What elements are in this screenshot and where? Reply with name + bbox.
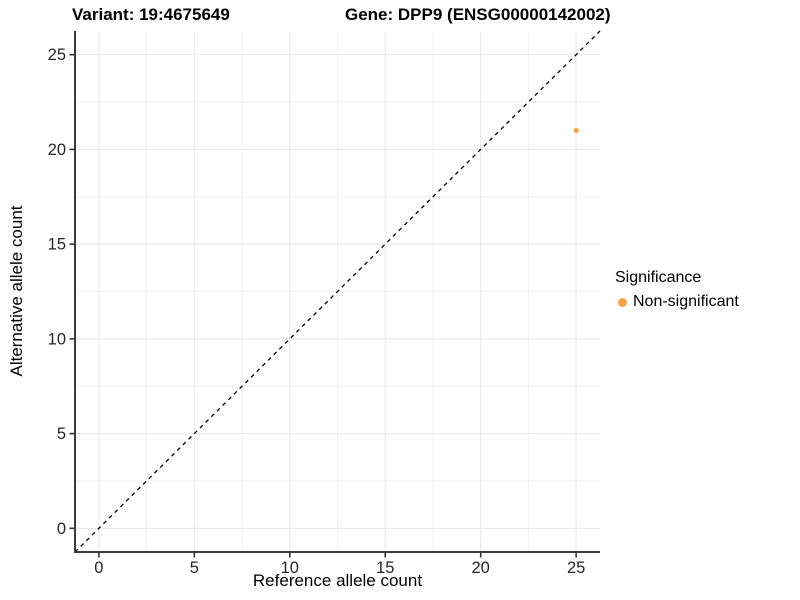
identity-line bbox=[74, 30, 601, 553]
y-tick-label: 0 bbox=[57, 520, 66, 538]
gene-title: Gene: DPP9 (ENSG00000142002) bbox=[345, 5, 611, 24]
x-tick-label: 20 bbox=[472, 559, 490, 577]
x-tick-label: 15 bbox=[376, 559, 394, 577]
x-tick-label: 10 bbox=[281, 559, 299, 577]
data-point bbox=[573, 127, 579, 133]
x-tick-label: 5 bbox=[190, 559, 199, 577]
y-tick-label: 25 bbox=[48, 46, 66, 64]
y-tick-label: 5 bbox=[57, 425, 66, 443]
y-tick-label: 20 bbox=[48, 141, 66, 159]
x-tick-label: 0 bbox=[94, 559, 103, 577]
x-axis-title: Reference allele count bbox=[252, 571, 423, 590]
variant-title: Variant: 19:4675649 bbox=[72, 5, 230, 24]
y-tick-label: 15 bbox=[48, 236, 66, 254]
legend: Significance Non-significant bbox=[615, 269, 739, 311]
legend-item-label: Non-significant bbox=[633, 293, 739, 310]
legend-title: Significance bbox=[615, 269, 702, 286]
x-tick-label: 25 bbox=[567, 559, 585, 577]
legend-item-non-significant: Non-significant bbox=[615, 293, 739, 311]
legend-point-icon bbox=[618, 297, 627, 307]
y-axis-title: Alternative allele count bbox=[7, 205, 26, 377]
y-tick-label: 10 bbox=[48, 330, 66, 348]
